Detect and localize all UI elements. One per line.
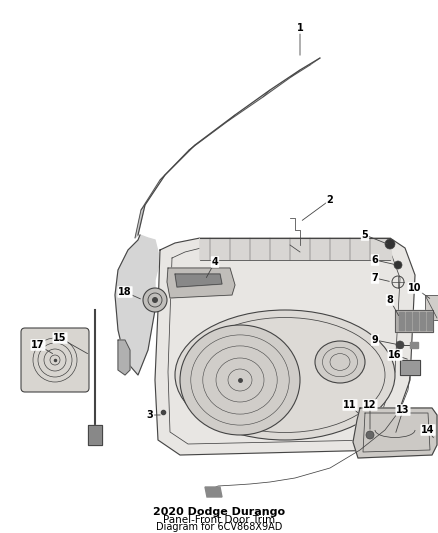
Text: 15: 15 <box>53 333 67 343</box>
Circle shape <box>152 297 158 303</box>
Polygon shape <box>399 312 404 330</box>
Circle shape <box>394 261 402 269</box>
Polygon shape <box>427 312 432 330</box>
Text: 4: 4 <box>212 257 219 267</box>
Circle shape <box>396 341 404 349</box>
Text: 8: 8 <box>387 295 393 305</box>
Polygon shape <box>135 58 320 238</box>
Polygon shape <box>205 487 222 497</box>
Text: 18: 18 <box>118 287 132 297</box>
Text: 3: 3 <box>147 410 153 420</box>
Circle shape <box>366 431 374 439</box>
Polygon shape <box>167 268 235 298</box>
Polygon shape <box>175 274 222 287</box>
Polygon shape <box>413 312 418 330</box>
Text: Diagram for 6CV868X9AD: Diagram for 6CV868X9AD <box>156 522 282 531</box>
Text: 6: 6 <box>371 255 378 265</box>
Polygon shape <box>118 340 130 375</box>
Text: 7: 7 <box>371 273 378 283</box>
Polygon shape <box>200 238 392 260</box>
Polygon shape <box>353 408 437 458</box>
Text: 10: 10 <box>408 283 422 293</box>
Text: 16: 16 <box>388 350 402 360</box>
Polygon shape <box>115 235 160 375</box>
Text: 17: 17 <box>31 340 45 350</box>
Polygon shape <box>400 360 420 375</box>
Polygon shape <box>155 238 415 455</box>
Polygon shape <box>420 312 425 330</box>
Circle shape <box>143 288 167 312</box>
Text: 2: 2 <box>327 195 333 205</box>
Text: 13: 13 <box>396 405 410 415</box>
Ellipse shape <box>175 310 395 440</box>
Ellipse shape <box>315 341 365 383</box>
Polygon shape <box>406 312 411 330</box>
Polygon shape <box>410 342 418 348</box>
FancyBboxPatch shape <box>21 328 89 392</box>
Polygon shape <box>425 295 438 320</box>
Text: 11: 11 <box>343 400 357 410</box>
Circle shape <box>385 239 395 249</box>
Text: 12: 12 <box>363 400 377 410</box>
Polygon shape <box>395 310 433 332</box>
Text: 9: 9 <box>371 335 378 345</box>
Polygon shape <box>88 425 102 445</box>
Text: 2020 Dodge Durango: 2020 Dodge Durango <box>153 507 285 516</box>
Text: Panel-Front Door Trim: Panel-Front Door Trim <box>163 515 275 524</box>
Text: 5: 5 <box>362 230 368 240</box>
Text: 1: 1 <box>297 23 304 33</box>
Ellipse shape <box>180 325 300 435</box>
Text: 14: 14 <box>421 425 435 435</box>
